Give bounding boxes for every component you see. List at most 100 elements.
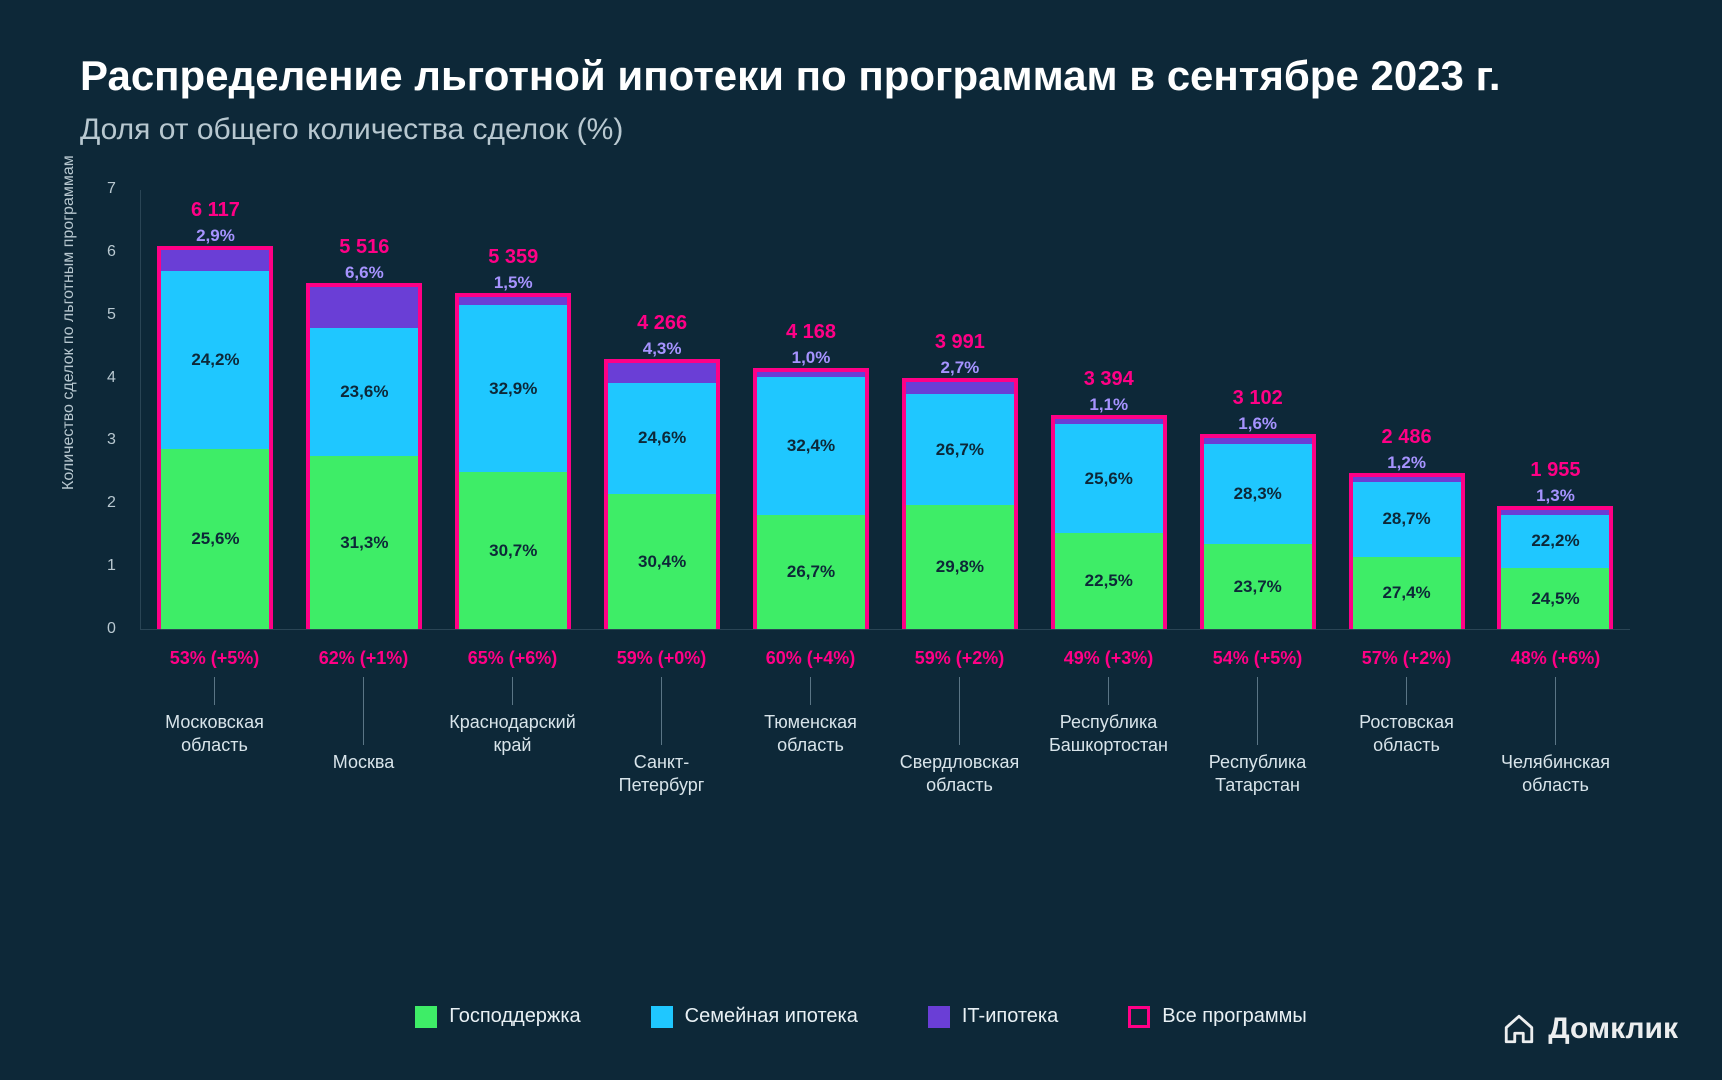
segment-label-gos: 29,8%	[936, 557, 984, 577]
region-label: Краснодарскийкрай	[443, 711, 583, 756]
x-label-col: 49% (+3%)РеспубликаБашкортостан	[1039, 648, 1179, 796]
tick-line	[363, 677, 364, 745]
bar-total: 2 486	[1382, 426, 1432, 449]
region-label: Московскаяобласть	[145, 711, 285, 756]
legend: Господдержка Семейная ипотека IT-ипотека…	[0, 1005, 1722, 1028]
bar-total: 1 955	[1530, 459, 1580, 482]
bar-segment-sem: 32,4%	[757, 377, 865, 514]
bar-segment-gos: 27,4%	[1353, 557, 1461, 629]
segment-label-sem: 32,9%	[489, 379, 537, 399]
segment-label-sem: 26,7%	[936, 440, 984, 460]
legend-item-all: Все программы	[1128, 1005, 1307, 1028]
bar-segment-sem: 28,3%	[1204, 444, 1312, 544]
segment-label-it: 2,7%	[941, 358, 980, 378]
chart-subtitle: Доля от общего количества сделок (%)	[80, 113, 1722, 147]
tick-line	[1406, 677, 1407, 705]
x-label-col: 62% (+1%)Москва	[294, 648, 434, 796]
bar-segment-gos: 30,7%	[459, 472, 567, 629]
bar-column: 5 5166,6%23,6%31,3%	[306, 283, 422, 629]
x-label-col: 60% (+4%)Тюменскаяобласть	[741, 648, 881, 796]
segment-label-it: 6,6%	[345, 263, 384, 283]
legend-label-sem: Семейная ипотека	[685, 1005, 858, 1028]
bar-segment-it: 6,6%	[310, 287, 418, 327]
swatch-all	[1128, 1006, 1150, 1028]
tick-line	[1555, 677, 1556, 745]
bar-column: 2 4861,2%28,7%27,4%	[1349, 473, 1465, 629]
segment-label-it: 1,3%	[1536, 486, 1575, 506]
bar-segment-gos: 26,7%	[757, 515, 865, 630]
swatch-gos	[415, 1006, 437, 1028]
share-label: 48% (+6%)	[1486, 648, 1626, 669]
segment-label-gos: 26,7%	[787, 562, 835, 582]
segment-label-gos: 25,6%	[191, 529, 239, 549]
bar-column: 6 1172,9%24,2%25,6%	[157, 246, 273, 629]
share-label: 59% (+0%)	[592, 648, 732, 669]
bar-segment-gos: 22,5%	[1055, 533, 1163, 629]
bar-outline: 3 3941,1%25,6%22,5%	[1051, 415, 1167, 629]
y-tick: 6	[107, 243, 116, 261]
segment-label-it: 1,5%	[494, 273, 533, 293]
logo-text: Домклик	[1548, 1012, 1678, 1046]
bar-column: 4 2664,3%24,6%30,4%	[604, 359, 720, 629]
x-label-col: 59% (+2%)Свердловскаяобласть	[890, 648, 1030, 796]
bar-column: 3 1021,6%28,3%23,7%	[1200, 434, 1316, 629]
bar-total: 3 394	[1084, 368, 1134, 391]
tick-line	[959, 677, 960, 745]
logo: Домклик	[1502, 1012, 1678, 1046]
x-label-col: 48% (+6%) Челябинскаяобласть	[1486, 648, 1626, 796]
segment-label-sem: 23,6%	[340, 382, 388, 402]
tick-line	[512, 677, 513, 705]
chart-area: Количество сделок по льготным программам…	[80, 190, 1640, 890]
bar-segment-sem: 25,6%	[1055, 424, 1163, 533]
region-label: Ростовскаяобласть	[1337, 711, 1477, 756]
legend-item-sem: Семейная ипотека	[651, 1005, 858, 1028]
region-label: РеспубликаБашкортостан	[1039, 711, 1179, 756]
y-tick: 3	[107, 431, 116, 449]
segment-label-gos: 22,5%	[1085, 571, 1133, 591]
bar-segment-sem: 28,7%	[1353, 482, 1461, 557]
bar-outline: 4 1681,0%32,4%26,7%	[753, 368, 869, 629]
bar-outline: 5 3591,5%32,9%30,7%	[455, 293, 571, 629]
chart-title: Распределение льготной ипотеки по програ…	[80, 50, 1722, 103]
bar-segment-gos: 31,3%	[310, 456, 418, 629]
bar-segment-sem: 23,6%	[310, 328, 418, 457]
region-label: Москва	[294, 751, 434, 774]
segment-label-gos: 30,4%	[638, 552, 686, 572]
x-label-col: 57% (+2%)Ростовскаяобласть	[1337, 648, 1477, 796]
y-tick: 4	[107, 369, 116, 387]
bar-segment-gos: 23,7%	[1204, 544, 1312, 629]
bar-segment-sem: 24,2%	[161, 271, 269, 448]
bar-segment-sem: 26,7%	[906, 394, 1014, 505]
segment-label-sem: 32,4%	[787, 436, 835, 456]
bar-segment-gos: 29,8%	[906, 505, 1014, 629]
bar-segment-it: 2,7%	[906, 382, 1014, 394]
bar-column: 5 3591,5%32,9%30,7%	[455, 293, 571, 629]
segment-label-sem: 28,7%	[1382, 509, 1430, 529]
share-label: 54% (+5%)	[1188, 648, 1328, 669]
bar-outline: 2 4861,2%28,7%27,4%	[1349, 473, 1465, 629]
bar-total: 5 516	[339, 236, 389, 259]
region-label: Челябинскаяобласть	[1486, 751, 1626, 796]
x-label-col: 53% (+5%)Московскаяобласть	[145, 648, 285, 796]
y-tick: 5	[107, 306, 116, 324]
swatch-sem	[651, 1006, 673, 1028]
bar-total: 3 102	[1233, 387, 1283, 410]
bar-outline: 5 5166,6%23,6%31,3%	[306, 283, 422, 629]
bar-outline: 4 2664,3%24,6%30,4%	[604, 359, 720, 629]
region-label: Свердловскаяобласть	[890, 751, 1030, 796]
bar-segment-sem: 22,2%	[1501, 515, 1609, 569]
y-tick: 2	[107, 494, 116, 512]
segment-label-sem: 22,2%	[1531, 531, 1579, 551]
segment-label-sem: 24,2%	[191, 350, 239, 370]
segment-label-it: 1,6%	[1238, 414, 1277, 434]
bar-segment-it: 4,3%	[608, 363, 716, 383]
segment-label-it: 1,1%	[1089, 395, 1128, 415]
y-tick: 7	[107, 180, 116, 198]
bar-column: 1 9551,3%22,2%24,5%	[1497, 506, 1613, 629]
bar-segment-it: 2,9%	[161, 250, 269, 272]
region-label: Санкт-Петербург	[592, 751, 732, 796]
share-label: 65% (+6%)	[443, 648, 583, 669]
bar-column: 3 3941,1%25,6%22,5%	[1051, 415, 1167, 629]
segment-label-sem: 25,6%	[1085, 469, 1133, 489]
legend-label-all: Все программы	[1162, 1005, 1307, 1028]
